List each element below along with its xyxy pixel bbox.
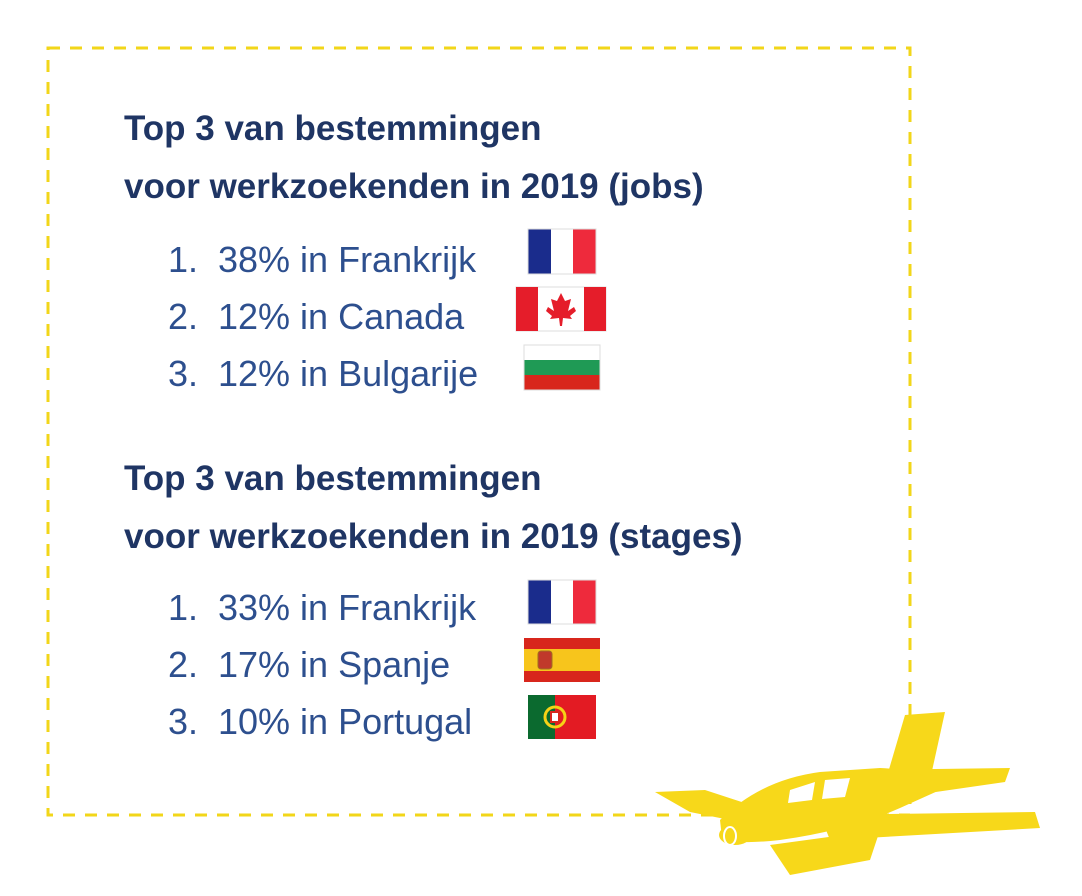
airplane <box>655 712 1040 875</box>
flag-france <box>527 228 597 275</box>
item-rank: 3. <box>168 353 198 394</box>
item-rank: 1. <box>168 239 198 280</box>
item-text: 10% in Portugal <box>218 701 472 742</box>
item-text: 12% in Canada <box>218 296 465 337</box>
item-text: 38% in Frankrijk <box>218 239 477 280</box>
airplane-window <box>788 778 850 803</box>
flag-bulgaria <box>523 344 601 391</box>
flag-france <box>527 579 597 625</box>
item-text: 33% in Frankrijk <box>218 587 477 628</box>
item-rank: 3. <box>168 701 198 742</box>
item-rank: 2. <box>168 296 198 337</box>
airplane-propeller <box>723 826 737 846</box>
section-title: Top 3 van bestemmingen <box>124 459 542 498</box>
section-title: voor werkzoekenden in 2019 (jobs) <box>124 167 704 206</box>
item-text: 17% in Spanje <box>218 644 450 685</box>
section-title: Top 3 van bestemmingen <box>124 109 542 148</box>
dashed-border <box>46 46 912 817</box>
item-rank: 2. <box>168 644 198 685</box>
flag-canada <box>515 286 607 332</box>
section-title: voor werkzoekenden in 2019 (stages) <box>124 517 743 556</box>
item-text: 12% in Bulgarije <box>218 353 478 394</box>
item-rank: 1. <box>168 587 198 628</box>
flag-portugal <box>528 695 596 739</box>
flag-spain <box>524 638 600 682</box>
